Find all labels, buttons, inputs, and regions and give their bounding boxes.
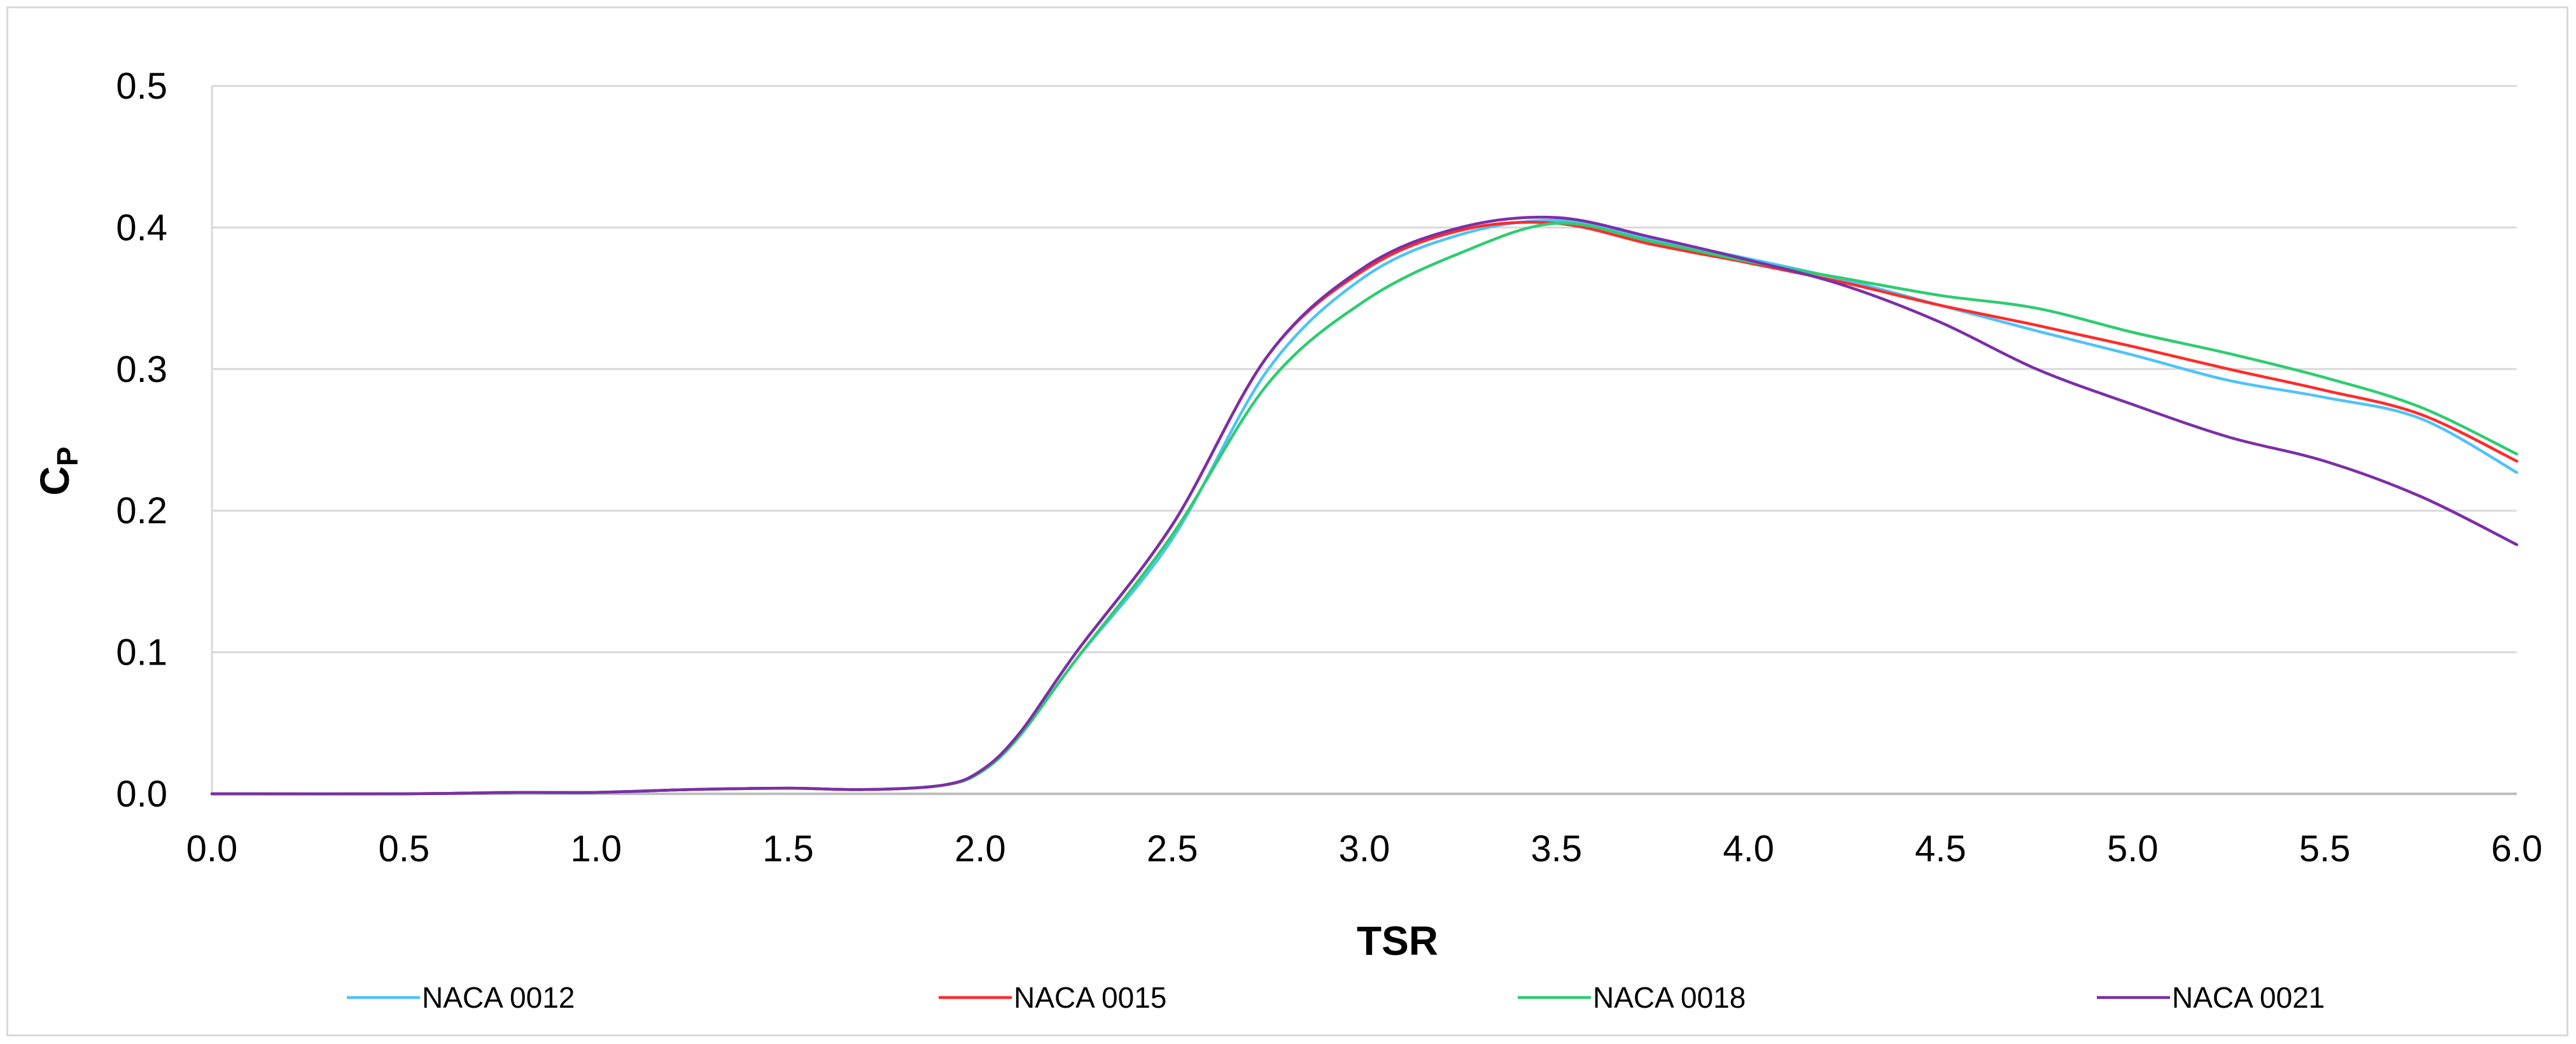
y-tick-label: 0.3 — [116, 349, 167, 390]
legend-item-naca-0012: NACA 0012 — [347, 981, 575, 1014]
y-tick-label: 0.1 — [116, 632, 167, 674]
legend-label: NACA 0012 — [422, 981, 575, 1014]
series-line-naca-0018 — [210, 222, 2519, 796]
legend-item-naca-0015: NACA 0015 — [939, 981, 1166, 1014]
series-lines — [210, 215, 2519, 796]
legend: NACA 0012 NACA 0015 NACA 0018 NACA 0021 — [347, 981, 2325, 1014]
legend-label: NACA 0021 — [2172, 981, 2325, 1014]
series-line-naca-0021 — [210, 215, 2519, 796]
x-tick-label: 2.5 — [1147, 828, 1198, 870]
y-tick-labels: 0.0 0.1 0.2 0.3 0.4 0.5 — [116, 66, 167, 815]
series-line-naca-0015 — [210, 220, 2519, 796]
y-tick-label: 0.2 — [116, 490, 167, 532]
x-tick-label: 0.5 — [379, 828, 430, 870]
x-tick-label: 1.5 — [762, 828, 814, 870]
x-tick-labels: 0.0 0.5 1.0 1.5 2.0 2.5 3.0 3.5 4.0 4.5 5.0 5.5 6.0 — [186, 828, 2543, 870]
x-tick-label: 0.0 — [186, 828, 238, 870]
axes — [211, 86, 2517, 795]
y-tick-label: 0.5 — [116, 66, 167, 107]
x-tick-label: 6.0 — [2491, 828, 2543, 870]
legend-item-naca-0021: NACA 0021 — [2097, 981, 2325, 1014]
x-tick-label: 5.5 — [2299, 828, 2351, 870]
y-axis-title: CP — [32, 447, 84, 496]
legend-label: NACA 0018 — [1593, 981, 1746, 1014]
x-tick-label: 2.0 — [955, 828, 1006, 870]
series-line-naca-0012 — [210, 218, 2519, 796]
chart-frame — [6, 6, 2568, 1036]
x-tick-label: 3.5 — [1531, 828, 1583, 870]
x-tick-label: 4.5 — [1915, 828, 1966, 870]
grid-lines — [212, 85, 2517, 654]
y-tick-label: 0.0 — [116, 773, 167, 815]
x-tick-label: 5.0 — [2107, 828, 2159, 870]
y-tick-label: 0.4 — [116, 207, 167, 248]
x-axis-title: TSR — [1357, 918, 1438, 964]
x-tick-label: 4.0 — [1723, 828, 1774, 870]
legend-label: NACA 0015 — [1014, 981, 1166, 1014]
x-tick-label: 1.0 — [570, 828, 622, 870]
y-axis-title-subscript: P — [51, 447, 84, 467]
legend-item-naca-0018: NACA 0018 — [1518, 981, 1746, 1014]
x-tick-label: 3.0 — [1339, 828, 1390, 870]
y-axis-title-main: C — [32, 466, 78, 495]
